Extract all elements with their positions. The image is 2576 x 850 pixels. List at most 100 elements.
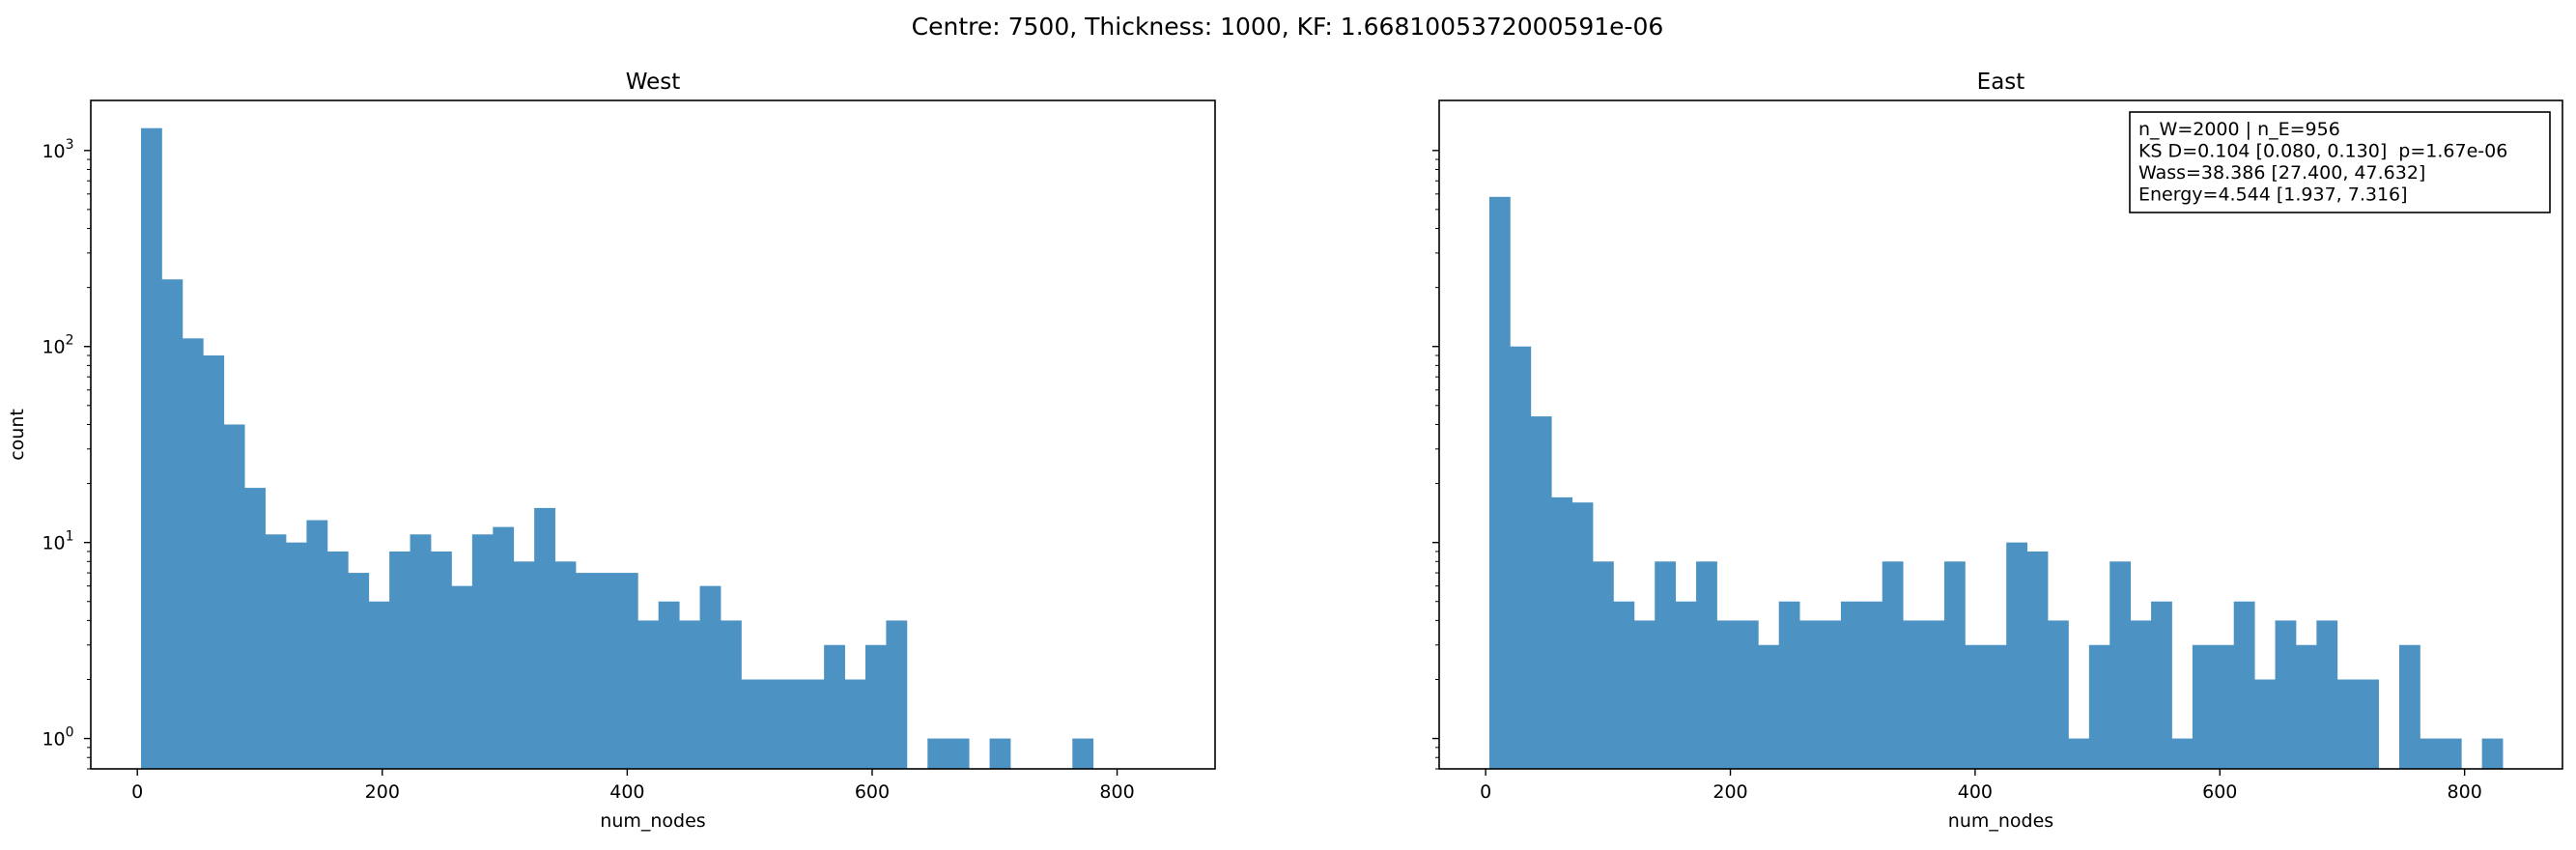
east-histogram-bar bbox=[1655, 561, 1677, 769]
west-x-tick-label: 400 bbox=[609, 781, 644, 803]
west-histogram-bar bbox=[140, 128, 162, 769]
west-histogram-bar bbox=[410, 534, 432, 769]
west-histogram-bar bbox=[886, 620, 908, 769]
west-histogram-bar bbox=[244, 488, 266, 769]
east-histogram-bar bbox=[2295, 644, 2317, 769]
west-histogram-bar bbox=[575, 573, 597, 769]
west-histogram-bar bbox=[864, 644, 887, 769]
east-x-tick-label: 200 bbox=[1713, 781, 1747, 803]
west-histogram-bar bbox=[223, 424, 245, 769]
east-histogram-bar bbox=[1613, 601, 1635, 769]
west-histogram-bar bbox=[368, 601, 390, 769]
west-histogram-bar bbox=[182, 338, 204, 769]
east-histogram-bar bbox=[1530, 416, 1552, 769]
east-histogram-bar bbox=[2006, 542, 2028, 769]
east-histogram-bar bbox=[1861, 601, 1883, 769]
east-histogram-bar bbox=[2088, 644, 2110, 769]
west-x-tick-label: 0 bbox=[131, 781, 143, 803]
west-histogram-bar bbox=[326, 551, 349, 769]
west-y-axis-label: count bbox=[7, 409, 28, 461]
east-histogram-bar bbox=[2399, 644, 2420, 769]
east-histogram-bar bbox=[2254, 679, 2276, 769]
east-histogram-bar bbox=[2440, 738, 2462, 769]
east-x-tick-label: 800 bbox=[2448, 781, 2482, 803]
east-histogram-bar bbox=[2048, 620, 2069, 769]
east-stats-annotation-line: Energy=4.544 [1.937, 7.316] bbox=[2138, 184, 2408, 206]
west-x-tick-label: 600 bbox=[855, 781, 890, 803]
west-histogram-bar bbox=[306, 520, 328, 769]
west-panel-title: West bbox=[626, 70, 681, 95]
west-x-tick-label: 200 bbox=[365, 781, 400, 803]
east-x-axis-label: num_nodes bbox=[1948, 810, 2053, 832]
east-histogram-bar bbox=[1716, 620, 1739, 769]
east-histogram-bar bbox=[1943, 561, 1966, 769]
west-histogram-bar bbox=[989, 738, 1011, 769]
west-histogram-bar bbox=[554, 561, 577, 769]
west-histogram-bar bbox=[720, 620, 742, 769]
east-axes-frame bbox=[1438, 99, 2563, 770]
west-histogram-bar bbox=[948, 738, 970, 769]
west-histogram-bar bbox=[658, 601, 680, 769]
west-axes-frame bbox=[90, 99, 1216, 770]
east-histogram-bar bbox=[1820, 620, 1842, 769]
west-x-tick-label: 800 bbox=[1099, 781, 1134, 803]
east-histogram-bar bbox=[2026, 551, 2049, 769]
east-histogram-bar bbox=[2109, 561, 2132, 769]
west-histogram-bar bbox=[927, 738, 949, 769]
west-histogram-bar bbox=[782, 679, 805, 769]
east-histogram-bar bbox=[2336, 679, 2359, 769]
west-histogram-bar bbox=[451, 585, 473, 769]
west-y-tick-label: 103 bbox=[42, 137, 73, 162]
east-histogram-bar bbox=[2275, 620, 2297, 769]
east-histogram-bar bbox=[2151, 601, 2172, 769]
west-y-tick-label: 101 bbox=[42, 529, 73, 554]
east-histogram-bar bbox=[2192, 644, 2214, 769]
east-histogram-bar bbox=[1882, 561, 1904, 769]
east-histogram-bar bbox=[1840, 601, 1862, 769]
east-histogram-bar bbox=[2233, 601, 2255, 769]
west-histogram-bar bbox=[616, 573, 638, 769]
west-histogram-bar bbox=[203, 355, 225, 769]
west-histogram-bar bbox=[699, 585, 722, 769]
west-histogram-bar bbox=[679, 620, 700, 769]
east-histogram-bar bbox=[2420, 738, 2442, 769]
east-histogram-bar bbox=[1778, 601, 1800, 769]
west-x-axis-label: num_nodes bbox=[600, 810, 705, 832]
west-histogram-bar bbox=[741, 679, 763, 769]
west-histogram-bar bbox=[161, 279, 184, 769]
east-stats-annotation-box bbox=[2129, 111, 2551, 213]
east-histogram-bar bbox=[1799, 620, 1821, 769]
east-histogram-bar bbox=[1696, 561, 1717, 769]
east-histogram-panel: 0 200 400 600 800 East num_nodes n_W=2000 | n_E… bbox=[1432, 70, 2563, 832]
west-histogram-bar bbox=[430, 551, 452, 769]
west-histogram-bar bbox=[824, 644, 845, 769]
east-histogram-bar bbox=[2130, 620, 2152, 769]
west-histogram-bar bbox=[637, 620, 660, 769]
east-histogram-bar bbox=[1551, 496, 1572, 769]
east-histogram-bar bbox=[1571, 502, 1594, 769]
west-histogram-bar bbox=[493, 526, 515, 769]
east-histogram-bar bbox=[1510, 346, 1532, 769]
east-histogram-bar bbox=[1923, 620, 1945, 769]
east-stats-annotation-line: n_W=2000 | n_E=956 bbox=[2138, 119, 2340, 140]
west-histogram-bar bbox=[265, 534, 287, 769]
west-histogram-bar bbox=[513, 561, 535, 769]
east-histogram-bar bbox=[1758, 644, 1780, 769]
east-x-tick-label: 0 bbox=[1480, 781, 1491, 803]
east-histogram-bar bbox=[1633, 620, 1656, 769]
east-histogram-bar bbox=[2481, 738, 2504, 769]
west-histogram-bar bbox=[285, 542, 307, 769]
east-histogram-bar bbox=[1985, 644, 2007, 769]
west-histogram-bar bbox=[471, 534, 494, 769]
east-histogram-bar bbox=[1965, 644, 1987, 769]
east-histogram-bar bbox=[1592, 561, 1614, 769]
figure-suptitle: Centre: 7500, Thickness: 1000, KF: 1.668… bbox=[912, 13, 1664, 41]
east-x-tick-label: 400 bbox=[1958, 781, 1993, 803]
east-stats-annotation-line: Wass=38.386 [27.400, 47.632] bbox=[2138, 162, 2425, 184]
west-y-tick-label: 100 bbox=[42, 725, 73, 751]
west-histogram-bar bbox=[389, 551, 410, 769]
east-histogram-bar bbox=[2171, 738, 2194, 769]
east-histogram-bar bbox=[2213, 644, 2235, 769]
